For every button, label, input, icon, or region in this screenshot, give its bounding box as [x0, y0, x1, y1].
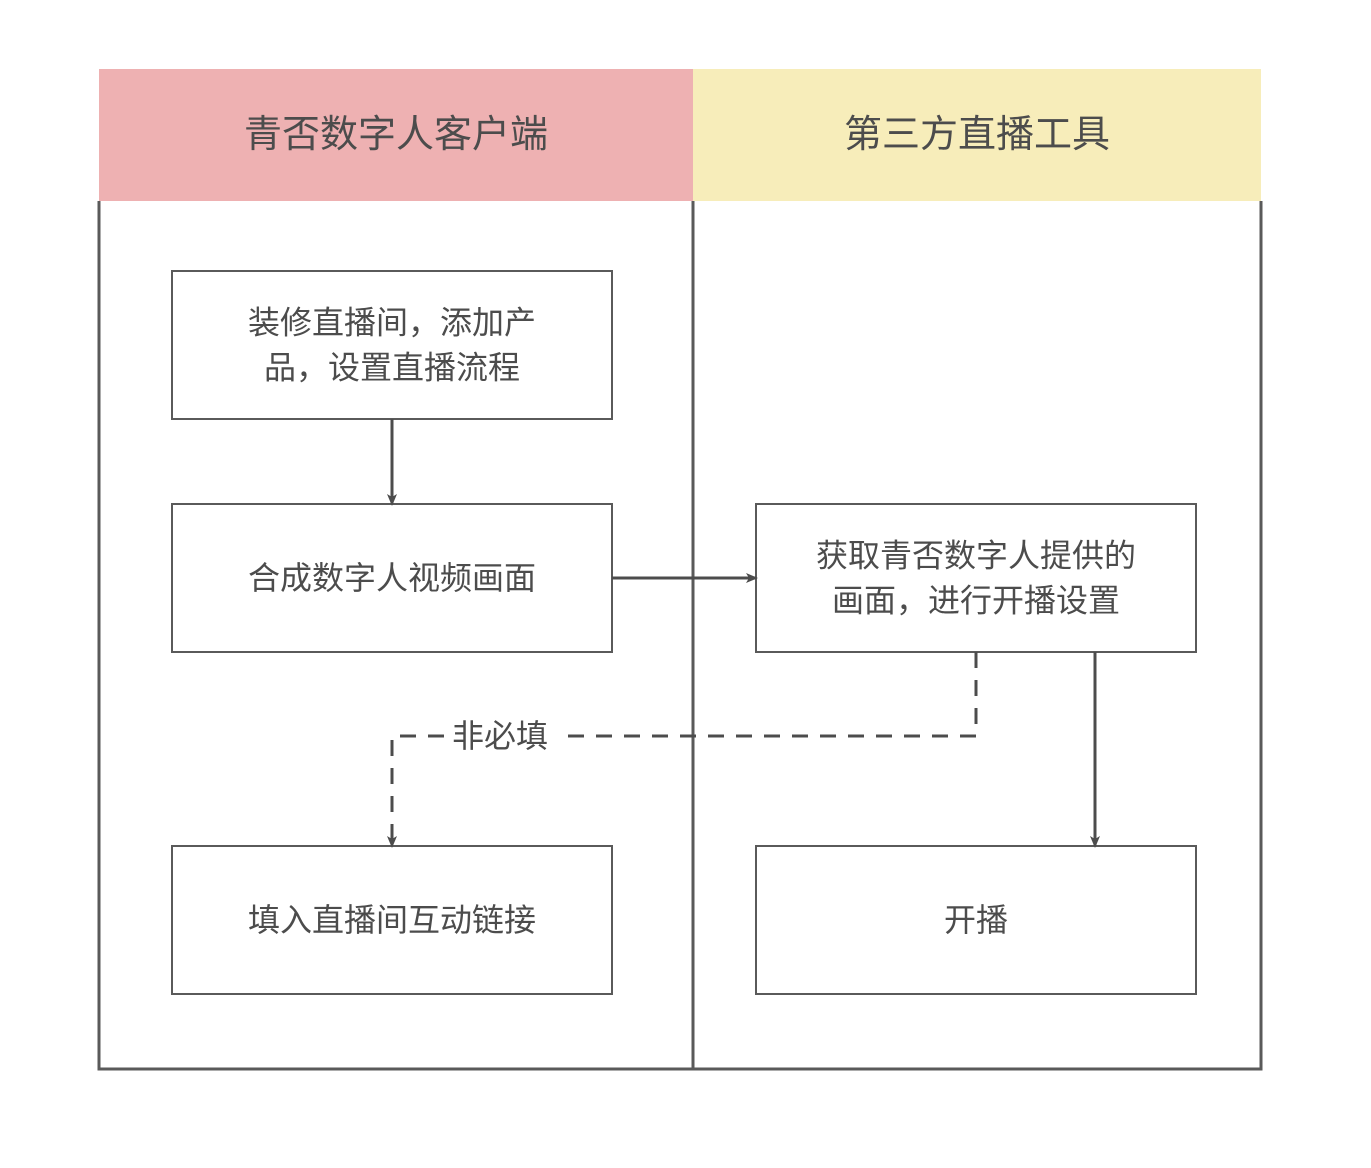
node-label-fill_link: 填入直播间互动链接 [248, 902, 536, 938]
node-setup [172, 271, 612, 419]
column-title-left: 青否数字人客户端 [244, 114, 548, 156]
edge-label-e4: 非必填 [452, 718, 548, 754]
column-title-right: 第三方直播工具 [844, 114, 1110, 156]
node-label-compose: 合成数字人视频画面 [248, 560, 536, 596]
node-fetch [756, 504, 1196, 652]
node-label-broadcast: 开播 [944, 902, 1008, 938]
flowchart-diagram: 青否数字人客户端第三方直播工具装修直播间，添加产品，设置直播流程合成数字人视频画… [0, 0, 1371, 1168]
